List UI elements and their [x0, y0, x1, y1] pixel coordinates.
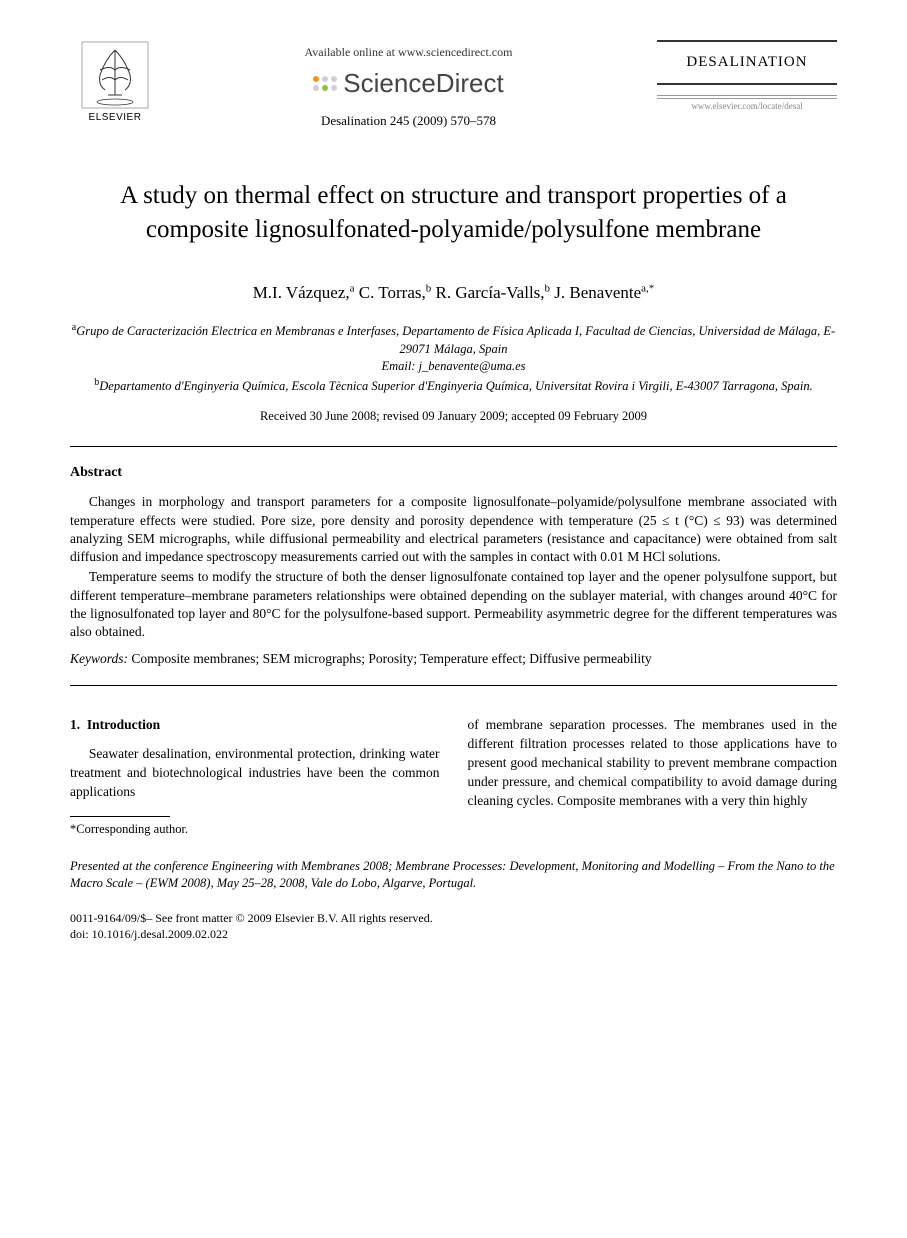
affiliations: aGrupo de Caracterización Electrica en M… — [70, 321, 837, 395]
article-dates: Received 30 June 2008; revised 09 Januar… — [70, 409, 837, 424]
sd-dot — [313, 76, 319, 82]
footnote-separator — [70, 816, 170, 817]
keywords: Keywords: Composite membranes; SEM micro… — [70, 651, 837, 667]
affiliation: bDepartamento d'Enginyeria Química, Esco… — [70, 376, 837, 396]
section-heading: 1. Introduction — [70, 716, 440, 735]
copyright-line: 0011-9164/09/$– See front matter © 2009 … — [70, 910, 837, 926]
abstract-heading: Abstract — [70, 465, 837, 481]
affiliation: aGrupo de Caracterización Electrica en M… — [70, 321, 837, 358]
publisher-logo-block: ELSEVIER — [70, 40, 160, 123]
journal-url: www.elsevier.com/locate/desal — [657, 101, 837, 111]
journal-brand: DESALINATION — [657, 40, 837, 85]
sd-dot — [313, 85, 319, 91]
corresponding-author-note: *Corresponding author. — [70, 821, 440, 839]
body-paragraph: of membrane separation processes. The me… — [468, 716, 838, 810]
author: J. Benaventea,* — [554, 283, 654, 302]
sd-dot — [331, 85, 337, 91]
sciencedirect-text: ScienceDirect — [343, 68, 503, 99]
divider — [70, 685, 837, 686]
column-left: 1. Introduction Seawater desalination, e… — [70, 716, 440, 838]
conference-note: Presented at the conference Engineering … — [70, 858, 837, 892]
column-right: of membrane separation processes. The me… — [468, 716, 838, 838]
divider — [70, 446, 837, 447]
available-online-text: Available online at www.sciencedirect.co… — [160, 45, 657, 60]
body-columns: 1. Introduction Seawater desalination, e… — [70, 716, 837, 838]
article-header: ELSEVIER Available online at www.science… — [70, 40, 837, 129]
author-list: M.I. Vázquez,a C. Torras,b R. García-Val… — [70, 283, 837, 304]
sd-dots-icon — [313, 76, 337, 91]
affiliation-email: Email: j_benavente@uma.es — [70, 358, 837, 376]
sciencedirect-logo: ScienceDirect — [160, 68, 657, 99]
abstract-body: Changes in morphology and transport para… — [70, 493, 837, 641]
journal-block: DESALINATION www.elsevier.com/locate/des… — [657, 40, 837, 111]
author: R. García-Valls,b — [435, 283, 550, 302]
abstract-paragraph: Changes in morphology and transport para… — [70, 493, 837, 566]
doi-line: doi: 10.1016/j.desal.2009.02.022 — [70, 926, 837, 942]
elsevier-tree-icon — [80, 40, 150, 110]
sd-dot — [322, 76, 328, 82]
journal-divider — [657, 95, 837, 99]
author: C. Torras,b — [359, 283, 431, 302]
sd-dot — [322, 85, 328, 91]
article-title: A study on thermal effect on structure a… — [90, 179, 817, 247]
publisher-name: ELSEVIER — [70, 112, 160, 123]
body-paragraph: Seawater desalination, environmental pro… — [70, 745, 440, 802]
keywords-label: Keywords: — [70, 651, 128, 666]
copyright-block: 0011-9164/09/$– See front matter © 2009 … — [70, 910, 837, 942]
keywords-text: Composite membranes; SEM micrographs; Po… — [128, 651, 652, 666]
sd-dot — [331, 76, 337, 82]
author: M.I. Vázquez,a — [253, 283, 355, 302]
header-center: Available online at www.sciencedirect.co… — [160, 40, 657, 129]
article-citation: Desalination 245 (2009) 570–578 — [160, 113, 657, 129]
abstract-paragraph: Temperature seems to modify the structur… — [70, 568, 837, 641]
